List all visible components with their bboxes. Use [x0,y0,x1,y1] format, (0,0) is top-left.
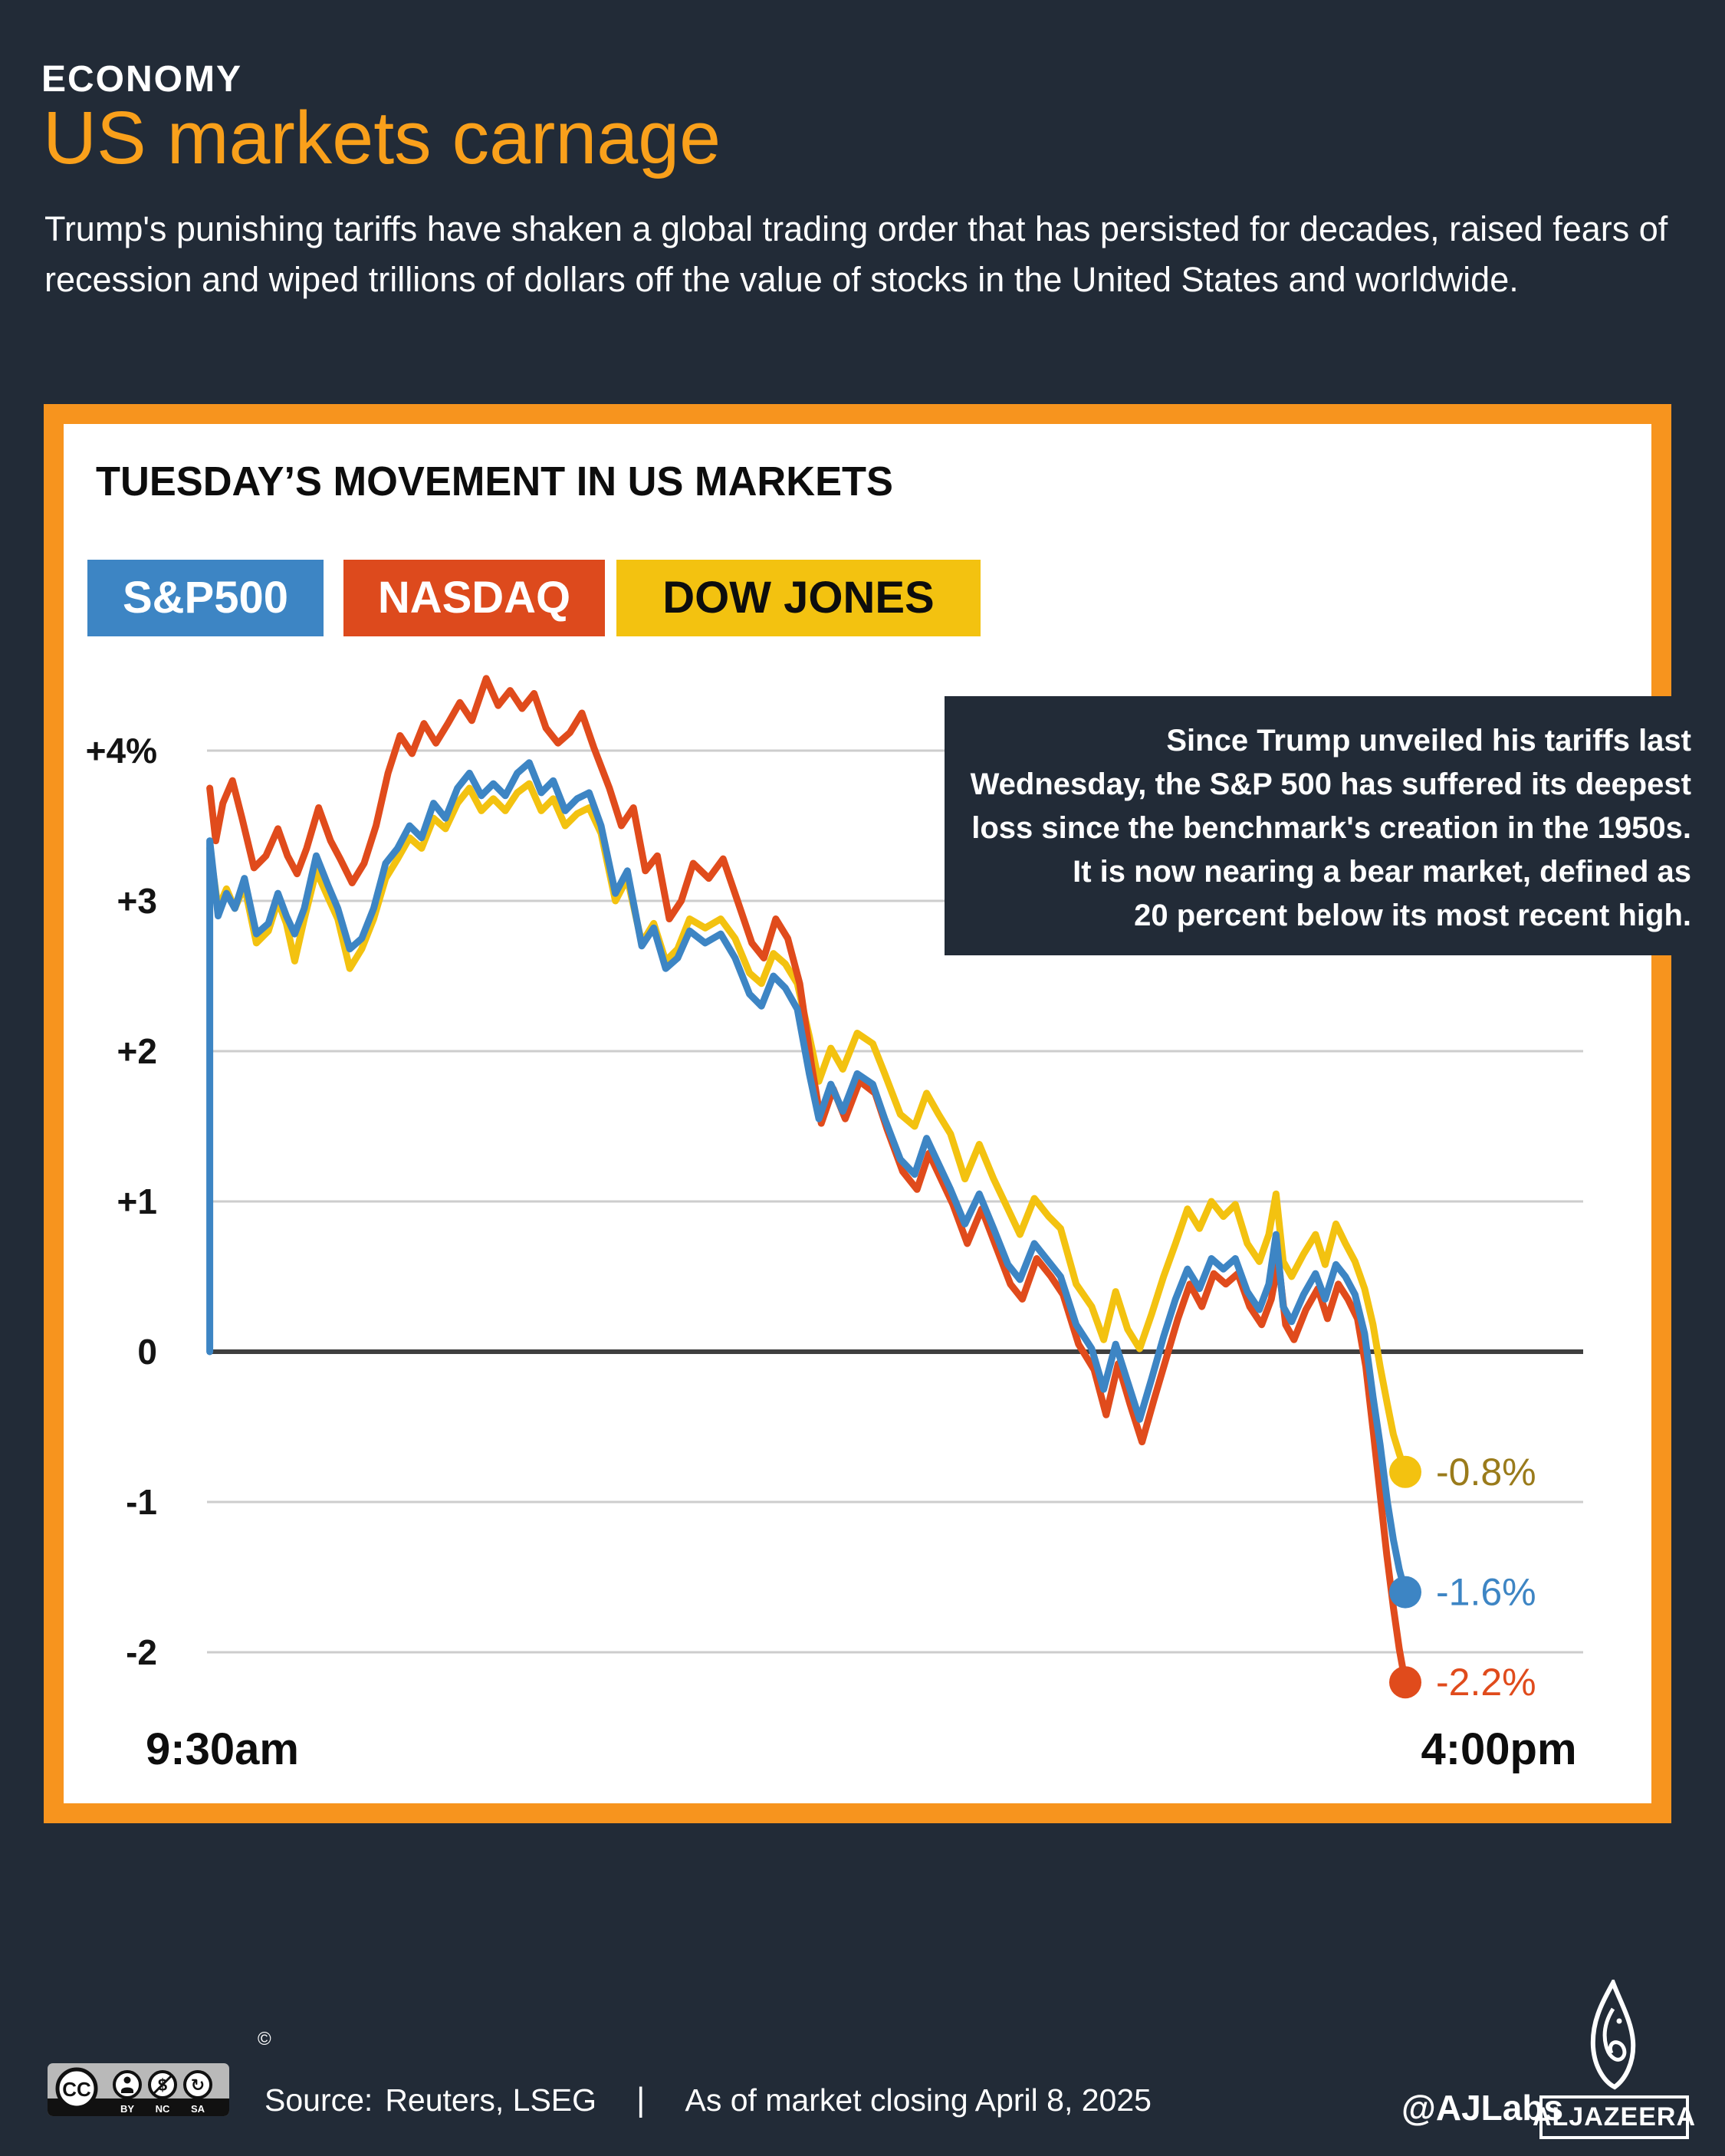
svg-text:-1: -1 [126,1482,157,1522]
annotation-line: loss since the benchmark's creation in t… [971,811,1691,845]
aljazeera-label: ALJAZEERA [1532,2102,1697,2131]
x-axis-start-label: 9:30am [146,1724,299,1774]
chart-legend: S&P500 NASDAQ DOW JONES [87,560,981,636]
svg-text:+4%: +4% [86,731,157,771]
chart-title: TUESDAY’S MOVEMENT IN US MARKETS [96,458,893,504]
svg-text:+2: +2 [117,1031,157,1071]
svg-text:0: 0 [137,1332,157,1372]
svg-text:-2: -2 [126,1632,157,1672]
annotation-line: It is now nearing a bear market, defined… [1073,855,1691,889]
aljazeera-wordmark: ALJAZEERA [1533,2095,1695,2139]
svg-text:↻: ↻ [191,2076,205,2095]
ajlabs-credit: @AJLabs [1401,2088,1564,2128]
legend-chip-dowjones: DOW JONES [616,560,981,636]
svg-text:-2.2%: -2.2% [1436,1661,1536,1704]
annotation-line: Since Trump unveiled his tariffs last [1166,724,1691,758]
svg-text:NC: NC [156,2103,170,2115]
chart-card-inner: +4% +3 +2 +1 0 -1 -2 -0.8% -2.2% -1.6% TUESDAY’S … [64,424,1651,1803]
section-eyebrow: ECONOMY [41,59,243,100]
cc-nc-icon: $ NC [148,2070,177,2115]
source-line: Source: Reuters, LSEG | As of market clo… [264,2081,1152,2119]
legend-chip-sp500: S&P500 [87,560,324,636]
svg-text:-1.6%: -1.6% [1436,1571,1536,1614]
cc-sa-icon: ↻ SA [183,2070,212,2115]
page-title: US markets carnage [43,96,721,179]
svg-text:CC: CC [62,2078,91,2101]
svg-text:SA: SA [191,2103,205,2115]
aljazeera-flame-icon [1581,1977,1645,2094]
svg-text:+3: +3 [117,881,157,921]
source-value: Reuters, LSEG [385,2082,597,2118]
svg-text:BY: BY [120,2103,134,2115]
cc-license-badge: CC BY $ NC ↻ SA [48,2063,229,2120]
cc-icon: CC [55,2067,98,2110]
source-separator: | [636,2081,646,2118]
svg-text:-0.8%: -0.8% [1436,1451,1536,1494]
source-label: Source: [264,2082,373,2118]
legend-chip-nasdaq: NASDAQ [343,560,605,636]
x-axis-end-label: 4:00pm [1421,1724,1577,1774]
annotation-line: Wednesday, the S&P 500 has suffered its … [970,767,1691,801]
cc-by-icon: BY [113,2070,142,2115]
annotation-line: 20 percent below its most recent high. [1134,899,1691,932]
market-line-chart: +4% +3 +2 +1 0 -1 -2 -0.8% -2.2% -1.6% [86,675,1583,1704]
copyright-mark: © [258,2029,271,2049]
annotation-box: Since Trump unveiled his tariffs last We… [945,696,1725,955]
intro-paragraph: Trump's punishing tariffs have shaken a … [44,209,1668,300]
svg-text:+1: +1 [117,1182,157,1221]
chart-card: +4% +3 +2 +1 0 -1 -2 -0.8% -2.2% -1.6% TUESDAY’S … [44,404,1671,1823]
as-of-date: As of market closing April 8, 2025 [685,2082,1152,2118]
